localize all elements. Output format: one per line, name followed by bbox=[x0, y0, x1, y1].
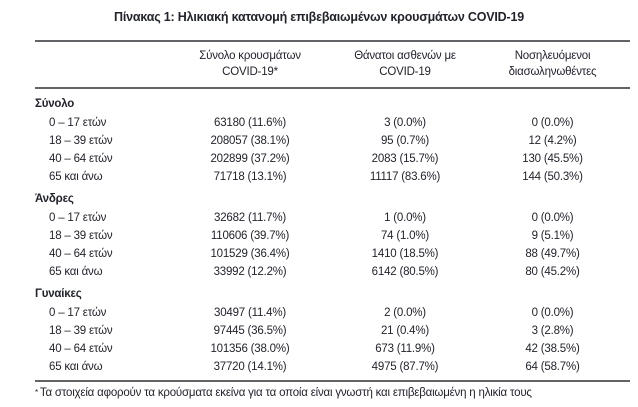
table-top-rule bbox=[35, 40, 630, 42]
row-label-age: 40 – 64 ετών bbox=[49, 248, 113, 260]
cell-deaths: 6142 (80.5%) bbox=[371, 266, 439, 278]
table-row: 40 – 64 ετών 101356 (38.0%) 673 (11.9%) … bbox=[35, 340, 630, 358]
column-header-deaths: Θάνατοι ασθενών με COVID-19 bbox=[335, 48, 475, 80]
cell-cases: 101356 (38.0%) bbox=[210, 343, 290, 355]
row-label-age: 0 – 17 ετών bbox=[49, 117, 107, 129]
table-header-rule bbox=[35, 87, 630, 89]
cell-cases: 63180 (11.6%) bbox=[214, 117, 286, 129]
table-body: Σύνολο 0 – 17 ετών 63180 (11.6%) 3 (0.0%… bbox=[35, 89, 630, 380]
table-row: 40 – 64 ετών 101529 (36.4%) 1410 (18.5%)… bbox=[35, 245, 630, 263]
cell-cases: 208057 (38.1%) bbox=[210, 135, 290, 147]
cell-cases: 37720 (14.1%) bbox=[213, 361, 287, 373]
column-header-intubated-line2: διασωληνωθέντες bbox=[508, 66, 597, 78]
cell-deaths: 2 (0.0%) bbox=[384, 307, 426, 319]
column-header-deaths-line1: Θάνατοι ασθενών με bbox=[354, 50, 456, 62]
cell-cases: 101529 (36.4%) bbox=[210, 248, 290, 260]
table-row: 65 και άνω 37720 (14.1%) 4975 (87.7%) 64… bbox=[35, 358, 630, 376]
table-title: Πίνακας 1: Ηλικιακή κατανομή επιβεβαιωμέ… bbox=[114, 10, 524, 24]
cell-deaths: 21 (0.4%) bbox=[380, 325, 430, 337]
row-label-age: 40 – 64 ετών bbox=[49, 153, 113, 165]
row-label-age: 18 – 39 ετών bbox=[49, 230, 113, 242]
footnote-text: Τα στοιχεία αφορούν τα κρούσματα εκείνα … bbox=[39, 387, 532, 399]
table-row: 18 – 39 ετών 208057 (38.1%) 95 (0.7%) 12… bbox=[35, 132, 630, 150]
column-header-cases-line1: Σύνολο κρουσμάτων bbox=[199, 50, 301, 62]
row-label-age: 18 – 39 ετών bbox=[49, 135, 113, 147]
cell-cases: 97445 (36.5%) bbox=[213, 325, 287, 337]
section-header-men: Άνδρες bbox=[35, 193, 74, 205]
table-row: 0 – 17 ετών 63180 (11.6%) 3 (0.0%) 0 (0.… bbox=[35, 114, 630, 132]
row-label-age: 65 και άνω bbox=[49, 171, 103, 183]
cell-deaths: 673 (11.9%) bbox=[375, 343, 435, 355]
cell-cases: 30497 (11.4%) bbox=[214, 307, 286, 319]
table-row: 18 – 39 ετών 110606 (39.7%) 74 (1.0%) 9 … bbox=[35, 227, 630, 245]
cell-cases: 110606 (39.7%) bbox=[210, 230, 290, 242]
cell-intubated: 9 (5.1%) bbox=[531, 230, 574, 242]
cell-deaths: 95 (0.7%) bbox=[380, 135, 430, 147]
cell-intubated: 64 (58.7%) bbox=[525, 361, 580, 373]
footnote-marker: * bbox=[35, 388, 38, 397]
column-header-intubated-line1: Νοσηλευόμενοι bbox=[514, 50, 591, 62]
row-label-age: 40 – 64 ετών bbox=[49, 343, 113, 355]
cell-cases: 202899 (37.2%) bbox=[210, 153, 290, 165]
cell-deaths: 1410 (18.5%) bbox=[371, 248, 439, 260]
table-footnote: * Τα στοιχεία αφορούν τα κρούσματα εκείνα… bbox=[35, 382, 630, 401]
table-row: 0 – 17 ετών 32682 (11.7%) 1 (0.0%) 0 (0.… bbox=[35, 209, 630, 227]
table-row: 18 – 39 ετών 97445 (36.5%) 21 (0.4%) 3 (… bbox=[35, 322, 630, 340]
cell-intubated: 144 (50.3%) bbox=[522, 171, 583, 183]
cell-intubated: 88 (49.7%) bbox=[525, 248, 580, 260]
table-header-row: Σύνολο κρουσμάτων COVID-19* Θάνατοι ασθε… bbox=[35, 42, 630, 87]
column-header-deaths-line2: COVID-19 bbox=[379, 66, 431, 78]
cell-deaths: 11117 (83.6%) bbox=[369, 171, 441, 183]
cell-intubated: 0 (0.0%) bbox=[531, 307, 574, 319]
cell-intubated: 3 (2.8%) bbox=[531, 325, 574, 337]
table-row: 65 και άνω 71718 (13.1%) 11117 (83.6%) 1… bbox=[35, 168, 630, 186]
row-label-age: 65 και άνω bbox=[49, 266, 103, 278]
cell-deaths: 1 (0.0%) bbox=[384, 212, 426, 224]
cell-intubated: 42 (38.5%) bbox=[525, 343, 580, 355]
section-header-women: Γυναίκες bbox=[35, 288, 82, 300]
column-header-cases-line2: COVID-19* bbox=[222, 66, 278, 78]
row-label-age: 18 – 39 ετών bbox=[49, 325, 113, 337]
cell-intubated: 80 (45.2%) bbox=[525, 266, 580, 278]
cell-intubated: 0 (0.0%) bbox=[531, 117, 574, 129]
cell-intubated: 12 (4.2%) bbox=[528, 135, 577, 147]
row-label-age: 0 – 17 ετών bbox=[49, 307, 107, 319]
cell-deaths: 2083 (15.7%) bbox=[371, 153, 439, 165]
row-label-age: 65 και άνω bbox=[49, 361, 103, 373]
cell-cases: 32682 (11.7%) bbox=[214, 212, 286, 224]
section-header-total: Σύνολο bbox=[35, 98, 75, 110]
cell-deaths: 4975 (87.7%) bbox=[371, 361, 439, 373]
cell-intubated: 130 (45.5%) bbox=[522, 153, 583, 165]
cell-cases: 33992 (12.2%) bbox=[213, 266, 287, 278]
row-label-age: 0 – 17 ετών bbox=[49, 212, 107, 224]
covid-age-distribution-table: Σύνολο κρουσμάτων COVID-19* Θάνατοι ασθε… bbox=[35, 40, 630, 401]
table-row: 40 – 64 ετών 202899 (37.2%) 2083 (15.7%)… bbox=[35, 150, 630, 168]
cell-deaths: 3 (0.0%) bbox=[384, 117, 426, 129]
cell-deaths: 74 (1.0%) bbox=[380, 230, 430, 242]
cell-cases: 71718 (13.1%) bbox=[213, 171, 287, 183]
column-header-intubated: Νοσηλευόμενοι διασωληνωθέντες bbox=[475, 48, 630, 80]
column-header-cases: Σύνολο κρουσμάτων COVID-19* bbox=[165, 48, 335, 80]
table-row: 65 και άνω 33992 (12.2%) 6142 (80.5%) 80… bbox=[35, 263, 630, 281]
table-row: 0 – 17 ετών 30497 (11.4%) 2 (0.0%) 0 (0.… bbox=[35, 304, 630, 322]
table-bottom-rule bbox=[35, 380, 630, 382]
cell-intubated: 0 (0.0%) bbox=[531, 212, 574, 224]
